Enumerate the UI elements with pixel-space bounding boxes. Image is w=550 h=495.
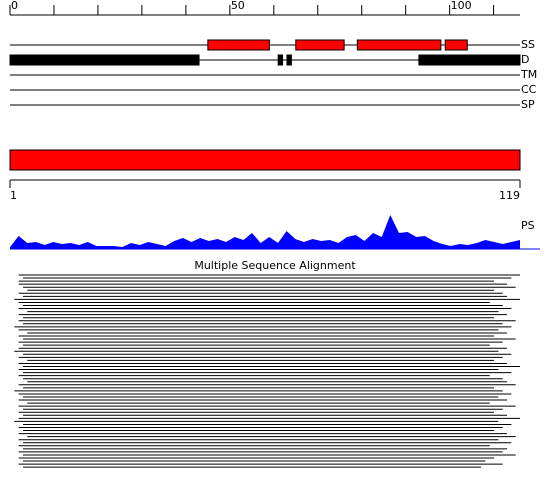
scale-label: 1 (10, 189, 17, 202)
feature (418, 54, 521, 66)
track-label: D (521, 53, 529, 66)
alignment-title: Multiple Sequence Alignment (194, 259, 356, 272)
feature (295, 39, 345, 51)
domain-bar (9, 149, 521, 171)
feature (444, 39, 468, 51)
ruler-label: 100 (451, 0, 472, 12)
track-label: TM (520, 68, 537, 81)
profile-label: PS (521, 219, 535, 232)
profile-area (10, 215, 520, 249)
feature (207, 39, 270, 51)
track-label: CC (521, 83, 537, 96)
feature (356, 39, 442, 51)
feature (286, 54, 292, 66)
feature (277, 54, 284, 66)
track-label: SS (521, 38, 535, 51)
track-label: SP (521, 98, 535, 111)
ruler-label: 50 (231, 0, 245, 12)
feature (9, 54, 200, 66)
ruler-label: 0 (11, 0, 18, 12)
scale-label: 119 (499, 189, 520, 202)
